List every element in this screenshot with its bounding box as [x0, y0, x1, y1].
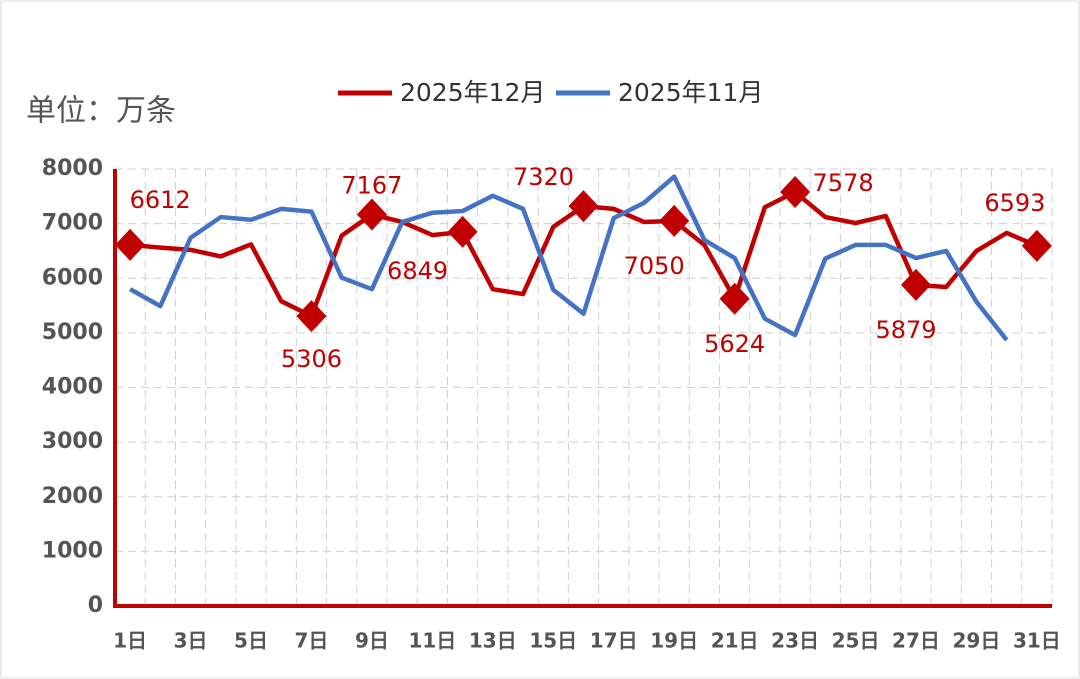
data-marker — [719, 282, 750, 315]
data-marker — [115, 228, 146, 261]
data-label: 5624 — [704, 330, 765, 358]
data-label: 7320 — [513, 163, 574, 191]
y-tick-label: 3000 — [42, 429, 103, 454]
x-tick-label: 23日 — [771, 629, 819, 653]
data-marker — [659, 204, 690, 237]
y-tick-label: 8000 — [42, 156, 103, 181]
data-label: 7050 — [624, 252, 685, 280]
y-tick-label: 5000 — [42, 320, 103, 345]
data-marker — [356, 198, 387, 231]
x-tick-label: 13日 — [469, 629, 517, 653]
series-line — [129, 174, 1009, 342]
data-label: 7578 — [813, 169, 874, 197]
data-marker — [780, 176, 811, 209]
x-tick-label: 29日 — [953, 629, 1001, 653]
unit-label: 单位：万条 — [26, 94, 176, 129]
x-tick-label: 19日 — [650, 629, 698, 653]
x-tick-label: 9日 — [355, 629, 389, 653]
data-label: 6612 — [130, 186, 191, 214]
legend-label: 2025年12月 — [400, 78, 545, 107]
data-marker — [568, 190, 599, 223]
x-tick-label: 15日 — [529, 629, 577, 653]
y-tick-label: 6000 — [42, 265, 103, 290]
data-marker — [447, 215, 478, 248]
data-marker — [900, 268, 931, 301]
data-marker — [1021, 229, 1052, 262]
x-tick-label: 11日 — [408, 629, 456, 653]
y-tick-label: 2000 — [42, 484, 103, 509]
legend-label: 2025年11月 — [618, 78, 763, 107]
x-tick-label: 27日 — [892, 629, 940, 653]
data-marker — [296, 300, 327, 333]
data-label: 6593 — [984, 189, 1045, 217]
x-tick-label: 7日 — [295, 629, 329, 653]
x-tick-label: 17日 — [590, 629, 638, 653]
y-tick-label: 0 — [88, 593, 103, 618]
x-tick-label: 31日 — [1013, 629, 1061, 653]
data-label: 5306 — [281, 345, 342, 373]
y-tick-label: 1000 — [42, 538, 103, 563]
data-label: 6849 — [387, 257, 448, 285]
data-label: 7167 — [341, 172, 402, 200]
x-tick-label: 5日 — [234, 629, 268, 653]
x-tick-label: 3日 — [174, 629, 208, 653]
x-tick-label: 1日 — [113, 629, 147, 653]
x-tick-label: 25日 — [832, 629, 880, 653]
data-label: 5879 — [875, 316, 936, 344]
x-tick-label: 21日 — [711, 629, 759, 653]
y-tick-label: 4000 — [42, 375, 103, 400]
y-tick-label: 7000 — [42, 211, 103, 236]
